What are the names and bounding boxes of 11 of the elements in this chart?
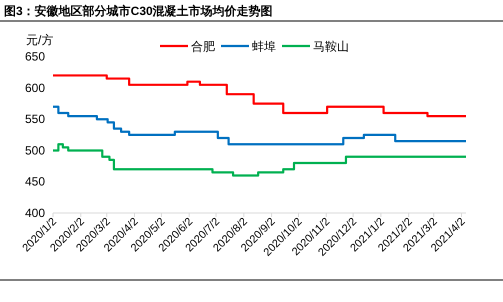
legend-label: 马鞍山 <box>313 40 349 54</box>
y-tick-label: 450 <box>24 174 46 189</box>
legend-label: 蚌埠 <box>252 40 276 54</box>
y-tick-label: 550 <box>24 112 46 126</box>
y-tick-label: 500 <box>24 143 46 158</box>
chart-title: 图3：安徽地区部分城市C30混凝土市场均价走势图 <box>4 4 273 18</box>
legend-label: 合肥 <box>191 40 215 54</box>
y-tick-label: 650 <box>24 50 46 64</box>
y-tick-label: 600 <box>24 80 46 95</box>
y-tick-label: 400 <box>24 206 46 220</box>
y-axis-title: 元/方 <box>26 33 54 47</box>
